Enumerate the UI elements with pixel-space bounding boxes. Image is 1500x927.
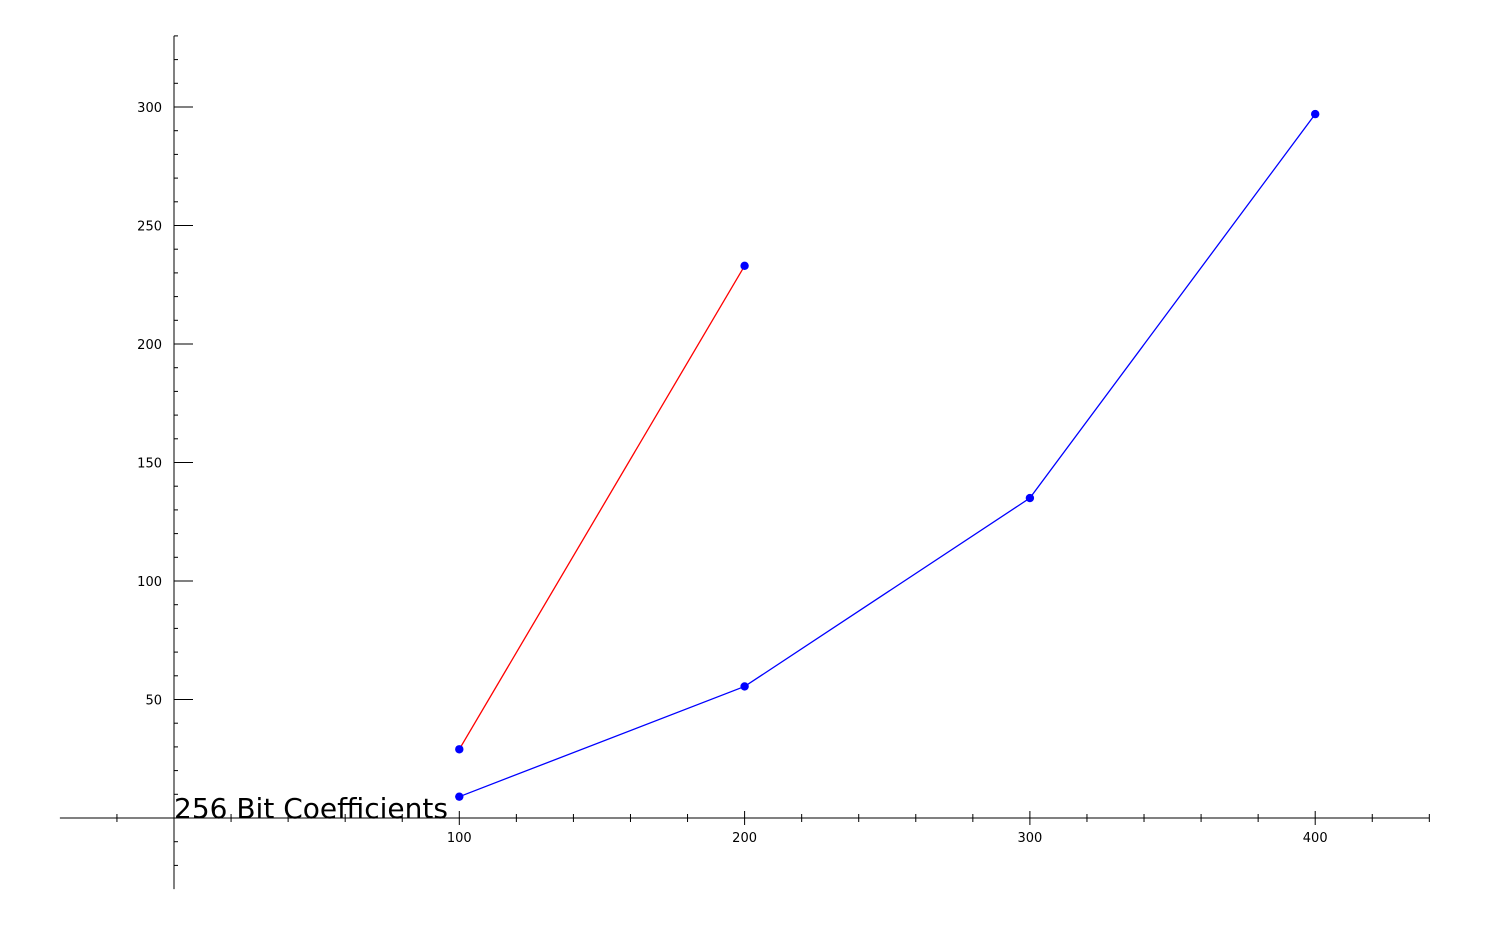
x-tick-label: 400 [1303, 831, 1328, 846]
series-2-point [455, 792, 464, 801]
x-tick-label: 300 [1017, 831, 1042, 846]
series-1-point [740, 261, 749, 270]
y-tick-label: 150 [137, 457, 162, 472]
series-layer [455, 109, 1320, 801]
x-tick-label: 200 [732, 831, 757, 846]
y-tick-label: 250 [137, 220, 162, 235]
y-tick-label: 300 [137, 101, 162, 116]
y-tick-label: 100 [137, 575, 162, 590]
series-1-point [455, 745, 464, 754]
series-2-line [459, 113, 1316, 798]
series-2-point [740, 682, 749, 691]
y-tick-label: 200 [137, 338, 162, 353]
chart-title: 256 Bit Coefficients [174, 792, 448, 825]
series-2-point [1311, 109, 1320, 119]
axes: 100 200 300 400 50 100 150 200 250 300 [59, 35, 1430, 890]
series-1-line [458, 265, 746, 750]
series-2-point [1025, 493, 1035, 503]
y-tick-label: 50 [145, 694, 162, 709]
x-tick-label: 100 [447, 831, 472, 846]
